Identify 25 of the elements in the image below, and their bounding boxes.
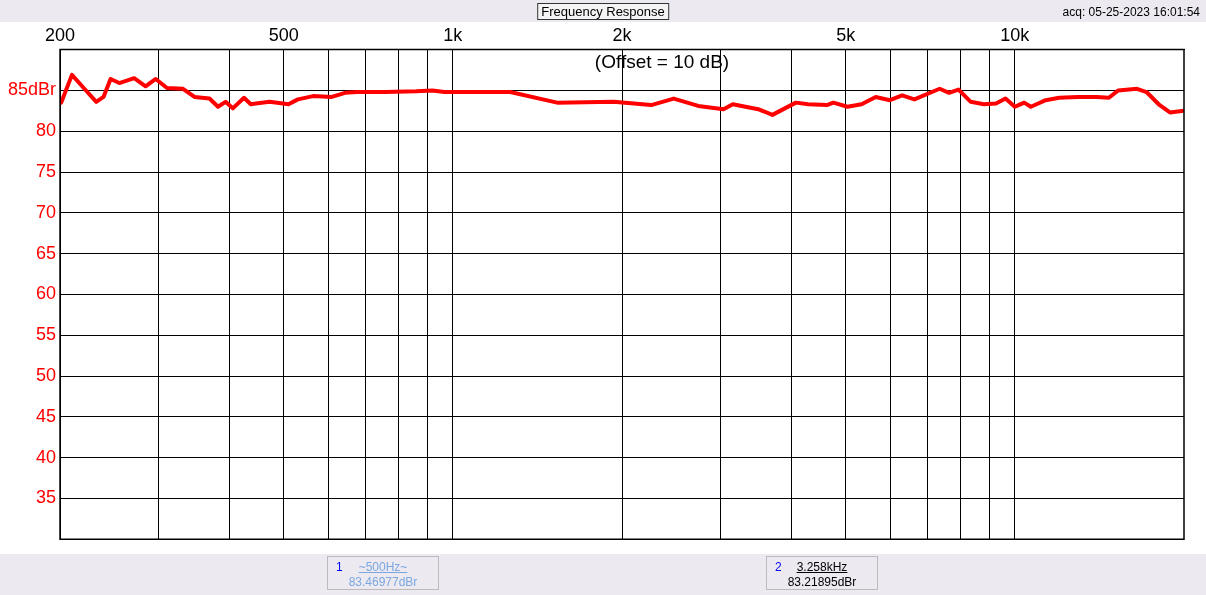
- y-tick-label: 80: [36, 120, 57, 141]
- text: 3.258kHz: [796, 560, 848, 574]
- text: acq: 05-25-2023 16:01:54: [1062, 5, 1200, 19]
- text: ~500Hz~: [358, 560, 408, 574]
- y-tick-label: 55: [36, 324, 57, 345]
- text: 83.21895dBr: [786, 575, 858, 589]
- x-tick-label: 1k: [443, 24, 464, 45]
- x-tick-label: 500: [268, 24, 299, 45]
- y-tick-label: 60: [36, 283, 57, 304]
- chart-title: Frequency Response: [537, 3, 669, 20]
- y-tick-label: 85dBr: [7, 79, 57, 100]
- y-tick-label: 70: [36, 201, 57, 222]
- text: 83.46977dBr: [347, 575, 419, 589]
- x-tick-label: 200: [45, 24, 76, 45]
- x-tick-label: 5k: [836, 24, 857, 45]
- x-tick-label: 2k: [612, 24, 633, 45]
- text: 1: [336, 560, 343, 574]
- y-tick-label: 35: [36, 487, 57, 508]
- y-tick-label: 40: [36, 446, 57, 467]
- y-tick-label: 75: [36, 160, 57, 181]
- text: 2: [775, 560, 782, 574]
- x-tick-label: 10k: [1000, 24, 1031, 45]
- y-tick-label: 65: [36, 242, 57, 263]
- y-tick-label: 50: [36, 364, 57, 385]
- y-tick-label: 45: [36, 405, 57, 426]
